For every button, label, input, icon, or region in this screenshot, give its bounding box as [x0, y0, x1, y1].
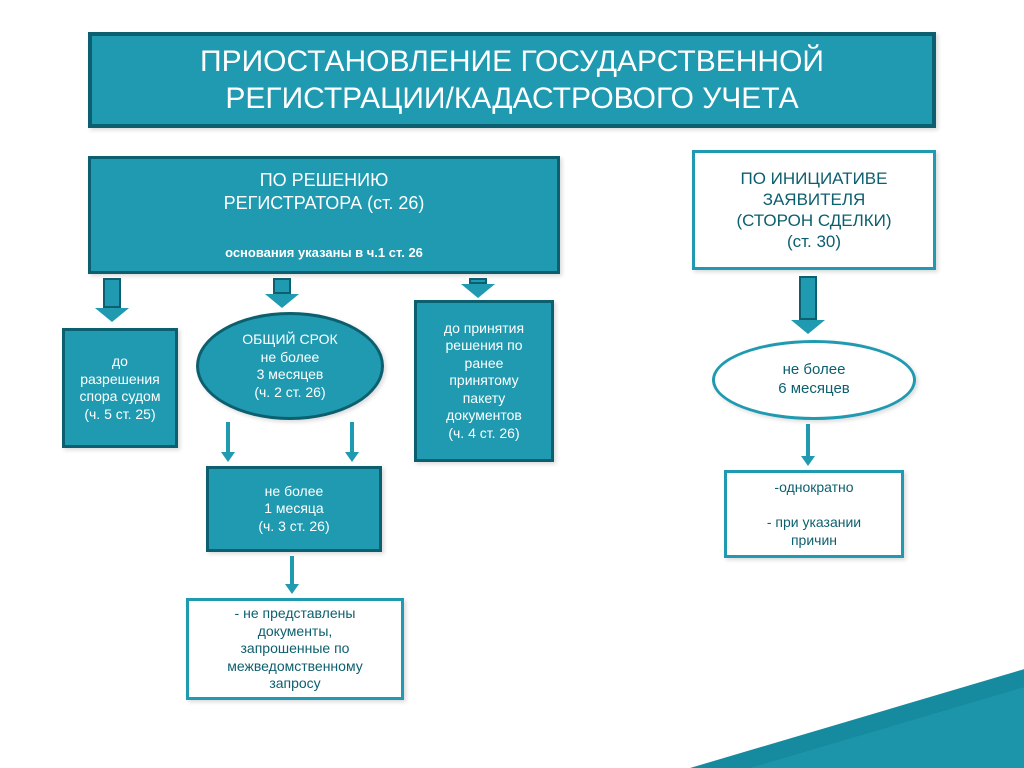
box_court: доразрешенияспора судом(ч. 5 ст. 25)	[62, 328, 178, 448]
title: ПРИОСТАНОВЛЕНИЕ ГОСУДАРСТВЕННОЙ РЕГИСТРА…	[88, 32, 936, 128]
ellipse_6mo: не более6 месяцев	[712, 340, 916, 420]
arrow-5	[285, 556, 299, 594]
arrow-6	[791, 276, 825, 334]
box_1mo: не более1 месяца(ч. 3 ст. 26)	[206, 466, 382, 552]
arrow-4	[345, 422, 359, 462]
left_main: ПО РЕШЕНИЮРЕГИСТРАТОРА (ст. 26) основани…	[88, 156, 560, 274]
arrow-2	[461, 278, 495, 298]
arrow-0	[95, 278, 129, 322]
right_main: ПО ИНИЦИАТИВЕЗАЯВИТЕЛЯ(СТОРОН СДЕЛКИ)(ст…	[692, 150, 936, 270]
corner-decoration-shade	[750, 686, 1024, 768]
box_once: -однократно - при указаниипричин	[724, 470, 904, 558]
arrow-7	[801, 424, 815, 466]
arrow-1	[265, 278, 299, 308]
ellipse_3mo: ОБЩИЙ СРОКне более3 месяцев(ч. 2 ст. 26)	[196, 312, 384, 420]
arrow-3	[221, 422, 235, 462]
box_interdep: - не представленыдокументы,запрошенные п…	[186, 598, 404, 700]
box_docs: до принятиярешения поранеепринятомупакет…	[414, 300, 554, 462]
